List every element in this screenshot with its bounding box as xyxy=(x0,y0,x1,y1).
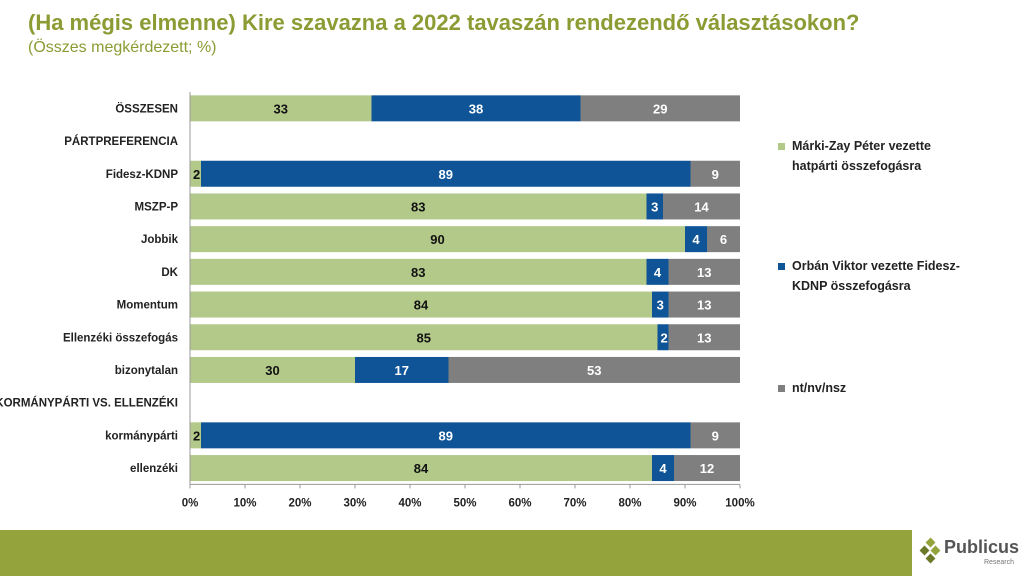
data-label: 85 xyxy=(417,330,431,345)
bar-segment xyxy=(668,324,740,351)
data-label: 9 xyxy=(712,428,719,443)
footer-bar xyxy=(0,530,912,576)
bar-segment xyxy=(190,455,652,482)
data-label: 2 xyxy=(193,428,200,443)
x-tick-label: 0% xyxy=(182,497,199,509)
bar-segment xyxy=(646,258,669,285)
category-label: PÁRTPREFERENCIA xyxy=(64,135,178,148)
bar-segment xyxy=(690,160,740,187)
x-tick-label: 10% xyxy=(233,497,256,509)
bar-segment xyxy=(580,95,740,122)
legend-label: KDNP összefogásra xyxy=(792,279,912,293)
x-tick-label: 60% xyxy=(508,497,531,509)
bar-segment xyxy=(448,356,740,383)
bar-segment xyxy=(190,291,652,318)
bar-segment xyxy=(190,422,201,449)
bar-segment xyxy=(190,226,685,253)
category-label: Jobbik xyxy=(141,234,179,246)
bar-segment xyxy=(652,291,669,318)
chart-title: (Ha mégis elmenne) Kire szavazna a 2022 … xyxy=(28,10,860,35)
bar-segment xyxy=(355,356,449,383)
x-tick-label: 80% xyxy=(618,497,641,509)
data-label: 13 xyxy=(697,298,711,313)
data-label: 29 xyxy=(653,101,667,116)
data-label: 89 xyxy=(439,428,453,443)
data-label: 3 xyxy=(651,199,658,214)
data-label: 3 xyxy=(657,298,664,313)
category-label: KORMÁNYPÁRTI VS. ELLENZÉKI xyxy=(0,397,178,410)
category-label: ÖSSZESEN xyxy=(115,102,178,115)
logo-name: Publicus xyxy=(944,537,1020,557)
bar-segment xyxy=(674,455,740,482)
bar-segment xyxy=(371,95,581,122)
legend-label: nt/nv/nsz xyxy=(792,381,846,395)
bar-segment xyxy=(190,95,372,122)
data-label: 2 xyxy=(661,330,668,345)
data-label: 14 xyxy=(694,199,709,214)
x-tick-label: 30% xyxy=(343,497,366,509)
data-label: 13 xyxy=(697,330,711,345)
bar-segment xyxy=(652,455,674,482)
category-label: kormánypárti xyxy=(105,430,178,442)
bar-segment xyxy=(201,422,691,449)
publicus-logo: Publicus Research xyxy=(918,536,1024,572)
data-label: 9 xyxy=(712,167,719,182)
data-label: 84 xyxy=(414,461,429,476)
data-label: 33 xyxy=(274,101,288,116)
data-label: 13 xyxy=(697,265,711,280)
chart-subtitle: (Összes megkérdezett; %) xyxy=(28,39,217,56)
category-label: bizonytalan xyxy=(115,365,178,377)
x-tick-label: 20% xyxy=(288,497,311,509)
category-label: DK xyxy=(161,267,178,279)
bar-segment xyxy=(190,258,647,285)
bar-segment xyxy=(657,324,669,351)
x-tick-label: 40% xyxy=(398,497,421,509)
data-label: 4 xyxy=(692,232,700,247)
category-label: Momentum xyxy=(117,300,178,312)
logo-icon xyxy=(919,537,941,564)
data-label: 38 xyxy=(469,101,483,116)
bar-segment xyxy=(190,160,201,187)
legend-swatch xyxy=(778,385,785,392)
x-tick-label: 90% xyxy=(673,497,696,509)
data-label: 83 xyxy=(411,199,425,214)
data-label: 90 xyxy=(430,232,444,247)
data-label: 4 xyxy=(654,265,662,280)
x-tick-label: 70% xyxy=(563,497,586,509)
legend-swatch xyxy=(778,143,785,150)
data-label: 53 xyxy=(587,363,601,378)
category-label: ellenzéki xyxy=(130,463,178,475)
legend-label: hatpárti összefogásra xyxy=(792,159,922,173)
bar-segment xyxy=(190,324,658,351)
data-label: 89 xyxy=(439,167,453,182)
legend-label: Márki-Zay Péter vezette xyxy=(792,139,931,153)
bar-segment xyxy=(190,356,355,383)
data-label: 84 xyxy=(414,298,429,313)
x-tick-label: 50% xyxy=(453,497,476,509)
bar-segment xyxy=(690,422,740,449)
x-tick-label: 100% xyxy=(725,497,754,509)
bar-segment xyxy=(646,193,663,220)
bar-segment xyxy=(663,193,740,220)
data-label: 6 xyxy=(720,232,727,247)
bar-segment xyxy=(707,226,740,253)
stacked-bar-chart: ÖSSZESEN 33 38 29PÁRTPREFERENCIAFidesz-KDNP… xyxy=(0,92,960,509)
data-label: 30 xyxy=(265,363,279,378)
logo-sub: Research xyxy=(984,559,1014,566)
bar-segment xyxy=(201,160,691,187)
data-label: 2 xyxy=(193,167,200,182)
category-label: MSZP-P xyxy=(135,201,179,213)
bar-segment xyxy=(190,193,647,220)
bar-segment xyxy=(668,291,740,318)
data-label: 83 xyxy=(411,265,425,280)
category-label: Fidesz-KDNP xyxy=(106,169,179,181)
legend-swatch xyxy=(778,263,785,270)
bar-segment xyxy=(668,258,740,285)
bar-segment xyxy=(685,226,707,253)
data-label: 12 xyxy=(700,461,714,476)
category-label: Ellenzéki összefogás xyxy=(63,332,178,344)
data-label: 4 xyxy=(659,461,667,476)
legend-label: Orbán Viktor vezette Fidesz- xyxy=(792,259,960,273)
data-label: 17 xyxy=(395,363,409,378)
